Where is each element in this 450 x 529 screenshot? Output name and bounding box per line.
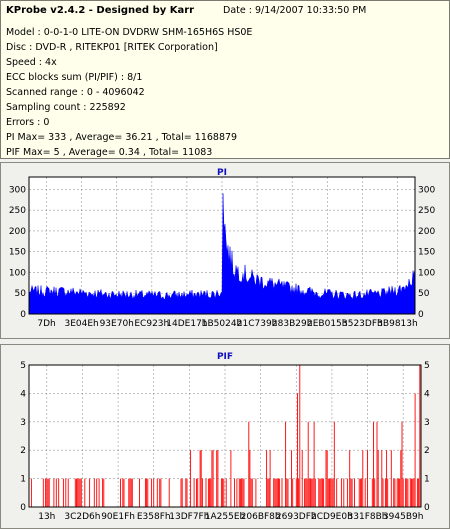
- pi-series-area: [28, 193, 416, 315]
- pif-chart-panel: PIF 0 0 1 1 2 2 3 3 4 4 5 5 13h 3C2D6h 90E1Fh E358Fh 13DF…: [0, 344, 450, 529]
- pif-ytick-right: 0: [424, 503, 430, 513]
- pi-xtick-label: 3B9813h: [377, 319, 418, 329]
- pi-xtick-label: 3E04Eh: [65, 319, 99, 329]
- pi-xtick-label: 14DE17h: [166, 319, 207, 329]
- disc-line: Disc : DVD-R , RITEKP01 [RITEK Corporati…: [6, 42, 218, 53]
- sampling-line: Sampling count : 225892: [6, 102, 126, 113]
- pif-ytick-left: 2: [20, 446, 26, 456]
- pif-ytick-left: 1: [20, 475, 26, 485]
- pif-ytick-left: 4: [20, 389, 26, 399]
- pi-ytick-right: 50: [418, 289, 430, 299]
- pif-xtick-label: 2CD9E0h: [311, 512, 353, 522]
- pif-chart: PIF 0 0 1 1 2 2 3 3 4 4 5 5 13h 3C2D6h 90E1Fh E358Fh13DF…: [20, 352, 430, 522]
- pi-chart: PI 0 0 50 50 100 100 150 150 200 200 250 250 300 300 7D…: [9, 168, 436, 329]
- pif-ytick-left: 5: [20, 361, 26, 371]
- pif-xtick-label: 90E1Fh: [101, 512, 135, 522]
- pi-xtick-label: 3523DFh: [342, 319, 383, 329]
- pif-xtick-label: 3945B9h: [383, 512, 424, 522]
- pi-ytick-left: 250: [9, 206, 26, 216]
- pif-chart-title: PIF: [217, 352, 233, 362]
- info-panel: KProbe v2.4.2 - Designed by Karr Date : …: [0, 0, 450, 159]
- pi-ytick-left: 100: [9, 268, 26, 278]
- errors-line: Errors : 0: [6, 117, 50, 128]
- pi-xtick-label: 93E70h: [100, 319, 134, 329]
- pi-chart-title: PI: [217, 168, 227, 178]
- pi-ytick-left: 200: [9, 227, 26, 237]
- pif-xtick-label: E358Fh: [137, 512, 171, 522]
- pif-ytick-right: 1: [424, 475, 430, 485]
- pif-summary-line: PIF Max= 5 , Average= 0.34 , Total= 1108…: [6, 147, 213, 158]
- pif-xtick-label: 331F8Bh: [348, 512, 388, 522]
- scan-date: Date : 9/14/2007 10:33:50 PM: [223, 5, 367, 16]
- pi-ytick-right: 200: [418, 227, 435, 237]
- pif-ytick-right: 3: [424, 418, 430, 428]
- pif-xtick-label: 1A255Eh: [205, 512, 245, 522]
- pif-xtick-label: 206BF8h: [241, 512, 281, 522]
- pi-ytick-right: 100: [418, 268, 435, 278]
- pi-xtick-label: 283B29h: [272, 319, 313, 329]
- model-line: Model : 0-0-1-0 LITE-ON DVDRW SHM-165H6S…: [6, 27, 253, 38]
- pif-ytick-right: 2: [424, 446, 430, 456]
- pi-ytick-left: 150: [9, 248, 26, 258]
- pi-xtick-label: 1B5024h: [202, 319, 243, 329]
- pif-ytick-right: 4: [424, 389, 430, 399]
- pi-ytick-right: 150: [418, 248, 435, 258]
- pi-ytick-left: 50: [15, 289, 27, 299]
- pif-xtick-label: 13h: [38, 512, 55, 522]
- pi-ytick-right: 0: [418, 310, 424, 320]
- speed-line: Speed : 4x: [6, 57, 57, 68]
- pif-ytick-left: 0: [20, 503, 26, 513]
- pi-summary-line: PI Max= 333 , Average= 36.21 , Total= 11…: [6, 132, 238, 143]
- pi-xtick-label: 7Dh: [37, 319, 55, 329]
- pi-ytick-left: 0: [20, 310, 26, 320]
- pi-ytick-right: 300: [418, 185, 435, 195]
- pi-xtick-label: EC923h: [134, 319, 169, 329]
- range-line: Scanned range : 0 - 4096042: [6, 87, 145, 98]
- pi-ytick-left: 300: [9, 185, 26, 195]
- pif-xtick-label: 2693DFh: [276, 512, 317, 522]
- pi-plot-border: [28, 176, 416, 315]
- pi-xtick-label: 21C739h: [237, 319, 278, 329]
- pi-ytick-right: 250: [418, 206, 435, 216]
- pif-xtick-label: 3C2D6h: [64, 512, 100, 522]
- pi-xtick-label: 2EB015h: [307, 319, 347, 329]
- app-title: KProbe v2.4.2 - Designed by Karr: [6, 5, 195, 16]
- pif-xtick-label: 13DF7Fh: [169, 512, 209, 522]
- pi-chart-panel: PI 0 0 50 50 100 100 150 150 200 200 250 250 300 300 7D…: [0, 162, 450, 339]
- pif-ytick-right: 5: [424, 361, 430, 371]
- pif-ytick-left: 3: [20, 418, 26, 428]
- pif-plot-border: [28, 364, 422, 508]
- ecc-line: ECC blocks sum (PI/PIF) : 8/1: [6, 72, 143, 83]
